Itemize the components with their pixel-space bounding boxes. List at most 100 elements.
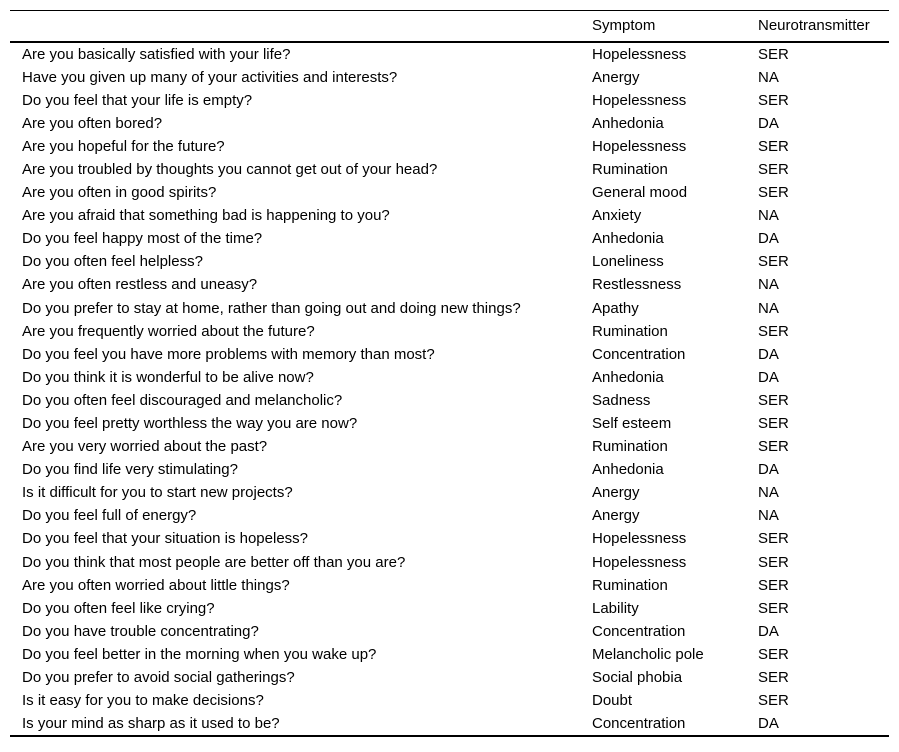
- table-row: Do you often feel helpless? Loneliness SER: [10, 250, 889, 273]
- table-row: Do you think it is wonderful to be alive…: [10, 366, 889, 389]
- cell-question: Are you often in good spirits?: [22, 184, 217, 202]
- cell-neurotransmitter: DA: [758, 345, 779, 363]
- cell-question: Do you feel better in the morning when y…: [22, 645, 377, 663]
- cell-question: Do you feel you have more problems with …: [22, 345, 435, 363]
- cell-symptom: Sadness: [592, 391, 651, 409]
- cell-symptom: Concentration: [592, 715, 686, 733]
- symptom-neurotransmitter-table: Symptom Neurotransmitter Are you basical…: [10, 10, 889, 738]
- table-row: Do you prefer to avoid social gatherings…: [10, 666, 889, 689]
- cell-symptom: Hopelessness: [592, 91, 687, 109]
- cell-symptom: Hopelessness: [592, 137, 687, 155]
- cell-symptom: Anhedonia: [592, 368, 664, 386]
- table-row: Are you very worried about the past? Rumi…: [10, 435, 889, 458]
- cell-neurotransmitter: NA: [758, 507, 779, 525]
- cell-symptom: Hopelessness: [592, 45, 687, 63]
- cell-question: Is your mind as sharp as it used to be?: [22, 715, 280, 733]
- cell-question: Do you think that most people are better…: [22, 553, 406, 571]
- cell-neurotransmitter: SER: [758, 576, 789, 594]
- table-row: Are you basically satisfied with your li…: [10, 42, 889, 66]
- cell-symptom: Anergy: [592, 484, 640, 502]
- cell-symptom: Concentration: [592, 622, 686, 640]
- table-row: Do you feel full of energy? Anergy NA: [10, 504, 889, 527]
- cell-question: Are you afraid that something bad is hap…: [22, 207, 390, 225]
- cell-symptom: Doubt: [592, 692, 633, 710]
- cell-symptom: Anergy: [592, 68, 640, 86]
- cell-question: Do you prefer to stay at home, rather th…: [22, 299, 521, 317]
- cell-symptom: Restlessness: [592, 276, 682, 294]
- cell-neurotransmitter: DA: [758, 622, 779, 640]
- cell-neurotransmitter: SER: [758, 415, 789, 432]
- cell-symptom: Hopelessness: [592, 553, 687, 571]
- table-row: Are you hopeful for the future? Hopelessn…: [10, 135, 889, 158]
- table-row: Have you given up many of your activitie…: [10, 66, 889, 89]
- cell-question: Do you often feel helpless?: [22, 253, 203, 271]
- table-row: Do you often feel discouraged and melanc…: [10, 389, 889, 412]
- cell-neurotransmitter: SER: [758, 692, 789, 710]
- cell-symptom: Loneliness: [592, 253, 664, 271]
- cell-neurotransmitter: SER: [758, 184, 789, 202]
- table-row: Do you feel pretty worthless the way you…: [10, 412, 889, 435]
- table-row: Are you afraid that something bad is hap…: [10, 204, 889, 227]
- questionnaire-table-wrapper: Symptom Neurotransmitter Are you basical…: [10, 10, 889, 738]
- table-row: Do you feel that your situation is hopel…: [10, 527, 889, 550]
- cell-question: Are you basically satisfied with your li…: [22, 45, 291, 63]
- cell-question: Do you have trouble concentrating?: [22, 622, 259, 640]
- cell-neurotransmitter: SER: [758, 253, 789, 271]
- cell-symptom: Apathy: [592, 299, 639, 317]
- table-row: Do you feel you have more problems with …: [10, 343, 889, 366]
- cell-question: Are you often worried about little thing…: [22, 576, 290, 594]
- header-row: Symptom Neurotransmitter: [10, 11, 889, 42]
- table-row: Is it difficult for you to start new pro…: [10, 481, 889, 504]
- cell-neurotransmitter: NA: [758, 68, 779, 86]
- cell-neurotransmitter: SER: [758, 530, 789, 548]
- table-body: Are you basically satisfied with your li…: [10, 42, 889, 737]
- cell-symptom: Anhedonia: [592, 114, 664, 132]
- table-row: Do you feel that your life is empty? Hope…: [10, 89, 889, 112]
- cell-question: Are you often restless and uneasy?: [22, 276, 258, 294]
- cell-symptom: Anhedonia: [592, 461, 664, 479]
- table-row: Are you often in good spirits? General mo…: [10, 181, 889, 204]
- cell-neurotransmitter: DA: [758, 715, 779, 733]
- cell-question: Are you troubled by thoughts you cannot …: [22, 160, 438, 178]
- cell-question: Do you feel full of energy?: [22, 507, 197, 525]
- cell-neurotransmitter: SER: [758, 91, 789, 109]
- cell-question: Do you feel pretty worthless the way you…: [22, 415, 358, 432]
- table-row: Do you find life very stimulating? Anhedo…: [10, 458, 889, 481]
- table-row: Are you often worried about little thing…: [10, 574, 889, 597]
- cell-question: Are you often bored?: [22, 114, 163, 132]
- cell-neurotransmitter: SER: [758, 645, 789, 663]
- cell-question: Do you feel happy most of the time?: [22, 230, 263, 248]
- cell-neurotransmitter: NA: [758, 484, 779, 502]
- table-header: Symptom Neurotransmitter: [10, 11, 889, 42]
- cell-neurotransmitter: NA: [758, 207, 779, 225]
- cell-symptom: Rumination: [592, 160, 668, 178]
- cell-question: Are you frequently worried about the fut…: [22, 322, 315, 340]
- cell-question: Are you very worried about the past?: [22, 438, 268, 456]
- cell-neurotransmitter: SER: [758, 45, 789, 63]
- cell-question: Do you feel that your life is empty?: [22, 91, 253, 109]
- cell-symptom: Concentration: [592, 345, 686, 363]
- cell-symptom: Lability: [592, 599, 639, 617]
- cell-neurotransmitter: DA: [758, 230, 779, 248]
- cell-question: Do you prefer to avoid social gatherings…: [22, 669, 295, 687]
- cell-question: Do you often feel like crying?: [22, 599, 215, 617]
- table-row: Do you have trouble concentrating? Concen…: [10, 620, 889, 643]
- cell-question: Are you hopeful for the future?: [22, 137, 225, 155]
- cell-symptom: Hopelessness: [592, 530, 687, 548]
- cell-symptom: Anhedonia: [592, 230, 664, 248]
- table-row: Do you feel better in the morning when y…: [10, 643, 889, 666]
- table-row: Are you frequently worried about the fut…: [10, 320, 889, 343]
- cell-neurotransmitter: SER: [758, 322, 789, 340]
- cell-symptom: Melancholic pole: [592, 645, 704, 663]
- cell-neurotransmitter: SER: [758, 160, 789, 178]
- cell-symptom: Rumination: [592, 438, 668, 456]
- table-row: Do you think that most people are better…: [10, 551, 889, 574]
- table-row: Are you troubled by thoughts you cannot …: [10, 158, 889, 181]
- table-row: Are you often bored? Anhedonia DA: [10, 112, 889, 135]
- header-question: [10, 11, 592, 42]
- cell-question: Do you feel that your situation is hopel…: [22, 530, 309, 548]
- cell-symptom: Anxiety: [592, 207, 642, 225]
- cell-symptom: Self esteem: [592, 415, 672, 432]
- table-row: Are you often restless and uneasy? Restle…: [10, 273, 889, 296]
- table-row: Do you often feel like crying? Lability SE…: [10, 597, 889, 620]
